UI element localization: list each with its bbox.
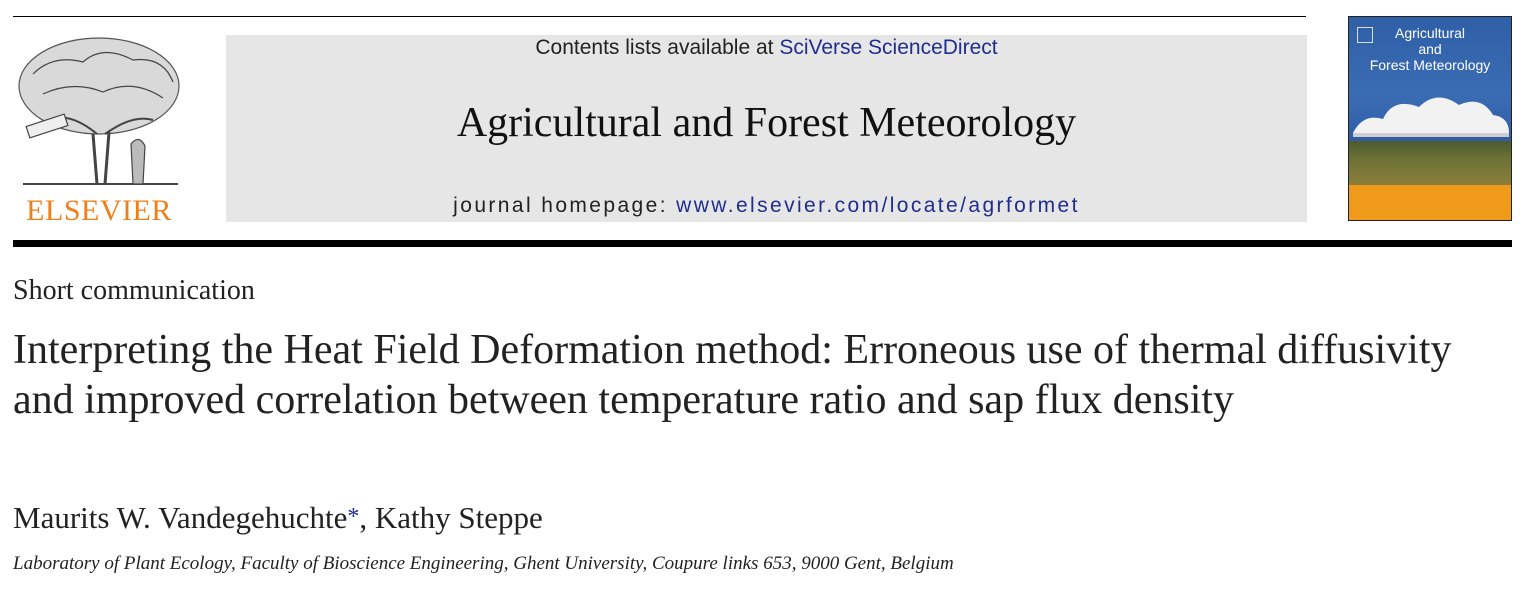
cover-publisher-icon xyxy=(1357,27,1373,43)
elsevier-logo[interactable]: ELSEVIER xyxy=(13,34,185,227)
article-type: Short communication xyxy=(13,275,255,306)
author-separator: , xyxy=(359,500,375,535)
cover-title-line: Agricultural xyxy=(1394,25,1466,41)
corresponding-author-mark[interactable]: * xyxy=(347,504,360,530)
author-list: Maurits W. Vandegehuchte*, Kathy Steppe xyxy=(13,497,543,538)
cover-field xyxy=(1349,141,1511,187)
cover-title-line: and xyxy=(1418,41,1442,57)
cover-title: Agricultural and Forest Meteorology xyxy=(1349,25,1511,73)
cover-title-line: Forest Meteorology xyxy=(1369,57,1491,73)
sciencedirect-link[interactable]: SciVerse ScienceDirect xyxy=(779,36,998,59)
article-title: Interpreting the Heat Field Deformation … xyxy=(13,327,1452,423)
journal-title[interactable]: Agricultural and Forest Meteorology xyxy=(456,100,1077,146)
author-name[interactable]: Kathy Steppe xyxy=(374,500,543,535)
top-rule xyxy=(13,16,1306,17)
homepage-prefix: journal homepage: xyxy=(453,194,677,217)
author-name[interactable]: Maurits W. Vandegehuchte xyxy=(13,500,348,535)
cover-cloud-icon xyxy=(1353,97,1509,137)
affiliation: Laboratory of Plant Ecology, Faculty of … xyxy=(13,553,954,574)
homepage-line: journal homepage: www.elsevier.com/locat… xyxy=(226,193,1307,219)
homepage-link[interactable]: www.elsevier.com/locate/agrformet xyxy=(676,194,1080,217)
contents-line: Contents lists available at SciVerse Sci… xyxy=(226,35,1307,61)
elsevier-tree-icon xyxy=(18,37,180,185)
cover-bottom-band xyxy=(1349,185,1511,220)
contents-prefix: Contents lists available at xyxy=(535,36,780,59)
header-divider xyxy=(13,240,1512,247)
journal-cover-thumbnail[interactable]: Agricultural and Forest Meteorology xyxy=(1348,16,1512,221)
elsevier-wordmark: ELSEVIER xyxy=(26,194,172,227)
journal-banner: Contents lists available at SciVerse Sci… xyxy=(226,35,1307,222)
